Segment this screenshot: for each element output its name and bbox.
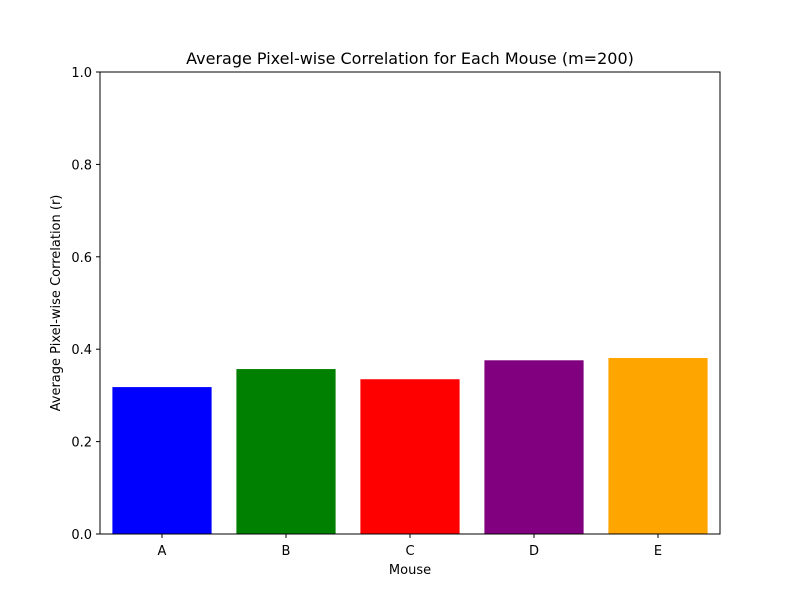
plot-frame — [99, 71, 721, 535]
x-tick-label: B — [282, 544, 291, 559]
x-axis: A B C D E — [158, 534, 662, 559]
x-tick-label: C — [405, 544, 414, 559]
y-tick-label: 0.4 — [71, 343, 92, 358]
x-tick-label: A — [158, 544, 167, 559]
x-tick-label: E — [654, 544, 662, 559]
y-axis: 0.0 0.2 0.4 0.6 0.8 1.0 — [71, 66, 100, 543]
x-tick-label: D — [529, 544, 539, 559]
bar-a — [112, 387, 212, 534]
chart-title: Average Pixel-wise Correlation for Each … — [186, 49, 634, 68]
y-tick-label: 1.0 — [71, 66, 92, 81]
x-axis-label: Mouse — [389, 563, 431, 578]
y-tick-label: 0.2 — [71, 436, 92, 451]
bar-c — [360, 379, 460, 534]
bar-e — [608, 357, 708, 534]
bar-d — [484, 360, 584, 534]
bars-group — [112, 357, 708, 534]
bar-b — [236, 369, 336, 534]
y-tick-label: 0.0 — [71, 528, 92, 543]
y-tick-label: 0.8 — [71, 158, 92, 173]
y-tick-label: 0.6 — [71, 251, 92, 266]
y-axis-label: Average Pixel-wise Correlation (r) — [49, 195, 64, 412]
